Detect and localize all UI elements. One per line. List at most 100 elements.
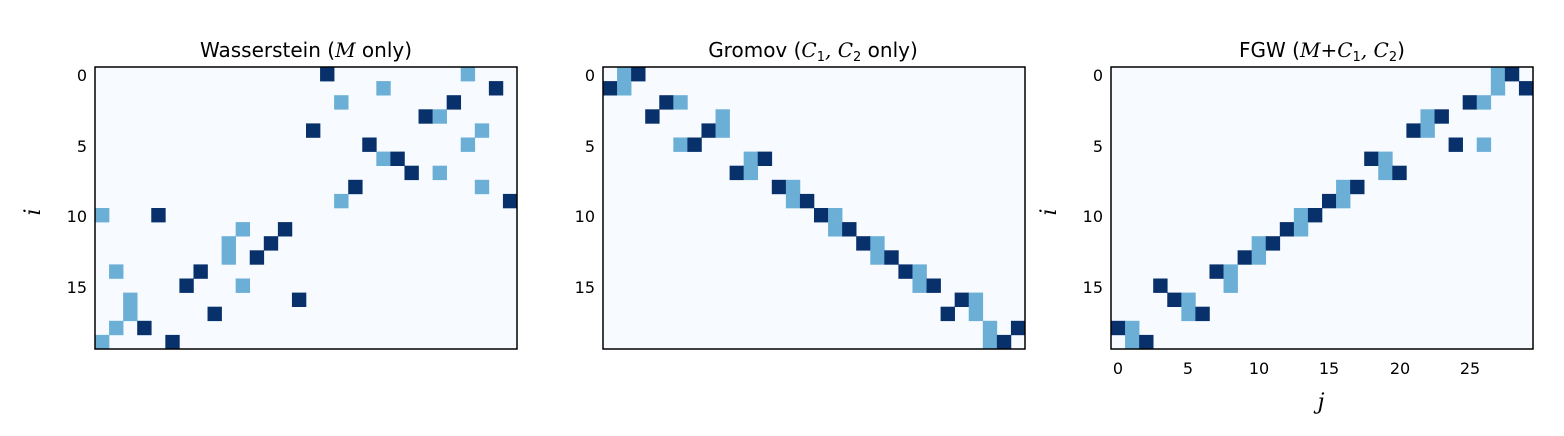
- heatmap-cell: [1223, 278, 1238, 293]
- heatmap-cell: [715, 123, 730, 138]
- heatmap-cell: [221, 236, 236, 251]
- heatmap-cell: [1293, 222, 1309, 237]
- heatmap-cell: [912, 278, 927, 293]
- heatmap-cell: [1279, 222, 1295, 237]
- heatmap-cell: [1406, 123, 1421, 138]
- heatmap-cell: [235, 222, 251, 237]
- heatmap-cell: [1336, 179, 1351, 195]
- heatmap-cell: [1223, 264, 1238, 279]
- heatmap-cell: [376, 81, 391, 96]
- y-ticks: 0 5 10 15: [575, 66, 595, 297]
- heatmap-cell: [95, 208, 110, 223]
- heatmap-cell: [488, 81, 504, 96]
- heatmap-cell: [673, 137, 688, 152]
- y-tick-label: 0: [1093, 66, 1103, 85]
- x-tick-label: 15: [1319, 359, 1339, 378]
- heatmap-cell: [432, 109, 447, 124]
- heatmap-cell: [729, 165, 744, 181]
- heatmap-cell: [1293, 208, 1309, 223]
- heatmap-cell: [926, 278, 941, 293]
- y-tick-label: 5: [77, 137, 87, 156]
- x-tick-label: 20: [1390, 359, 1410, 378]
- y-tick-label: 15: [67, 278, 87, 297]
- y-tick-label: 0: [77, 66, 87, 85]
- x-tick-label: 10: [1249, 359, 1269, 378]
- y-tick-label: 10: [575, 207, 595, 226]
- axes-frame: [94, 66, 518, 350]
- heatmap-cell: [404, 165, 419, 181]
- panel-wasserstein: Wasserstein (M only) 0 5 10 15 i: [21, 38, 518, 350]
- heatmap-cell: [1010, 320, 1026, 336]
- heatmap-cell: [1378, 165, 1393, 181]
- heatmap-cell: [828, 208, 843, 223]
- panel-gromov: Gromov (C1, C2 only) 0 5 10 15: [575, 38, 1026, 350]
- heatmap-cell: [884, 250, 899, 265]
- heatmap-cell: [1336, 193, 1351, 209]
- heatmap-cell: [631, 67, 646, 82]
- heatmap-cell: [1476, 95, 1492, 110]
- heatmap-cell: [95, 334, 110, 350]
- heatmap-cell: [334, 95, 349, 110]
- x-ticks: 0 5 10 15 20 25: [1113, 359, 1480, 378]
- heatmap-cell: [743, 165, 759, 181]
- heatmap-cell: [757, 151, 773, 166]
- heatmap-cell: [418, 109, 433, 124]
- heatmap-cell: [1237, 250, 1252, 265]
- heatmap-cell: [1490, 81, 1506, 96]
- heatmap-cell: [123, 306, 138, 322]
- x-axis-label: j: [1313, 390, 1325, 415]
- heatmap-cell: [954, 292, 970, 307]
- heatmap-cell: [814, 208, 829, 223]
- heatmap-cell: [1490, 67, 1506, 82]
- heatmap-cell: [701, 123, 716, 138]
- heatmap-cell: [137, 320, 152, 336]
- heatmap-cell: [799, 193, 815, 209]
- heatmap-cell: [771, 179, 787, 195]
- heatmap-cell: [912, 264, 927, 279]
- heatmap-cell: [968, 306, 984, 322]
- panel-title: Gromov (C1, C2 only): [708, 38, 918, 65]
- heatmap-cell: [687, 137, 702, 152]
- y-tick-label: 5: [1093, 137, 1103, 156]
- heatmap-cell: [785, 179, 801, 195]
- heatmap-cell: [870, 236, 885, 251]
- axes-frame: [1110, 66, 1534, 350]
- heatmap-cell: [334, 193, 349, 209]
- heatmap-cell: [1153, 278, 1168, 293]
- heatmap-cell: [856, 236, 871, 251]
- heatmap-cell: [1125, 320, 1140, 336]
- heatmap-cell: [1476, 137, 1492, 152]
- heatmap-cell: [1462, 95, 1478, 110]
- y-axis-label: i: [21, 208, 46, 215]
- heatmap-cell: [1195, 306, 1210, 322]
- heatmap-cell: [1167, 292, 1182, 307]
- x-tick-label: 25: [1460, 359, 1480, 378]
- heatmap-cell: [1392, 165, 1407, 181]
- heatmap-cell: [109, 264, 124, 279]
- heatmap-cell: [1251, 236, 1267, 251]
- heatmap-cell: [474, 179, 490, 195]
- heatmap-cell: [165, 334, 180, 350]
- heatmap-cell: [603, 81, 618, 96]
- heatmap-cell: [1350, 179, 1365, 195]
- heatmap-cells: [603, 67, 1026, 350]
- heatmap-cell: [1420, 109, 1435, 124]
- heatmap-cell: [432, 165, 447, 181]
- heatmap-cell: [659, 95, 674, 110]
- heatmap-cell: [320, 67, 335, 82]
- heatmap-cell: [1307, 208, 1323, 223]
- heatmap-cell: [645, 109, 660, 124]
- heatmap-cell: [502, 193, 518, 209]
- heatmap-cell: [376, 151, 391, 166]
- heatmap-cell: [982, 334, 998, 350]
- y-tick-label: 10: [67, 207, 87, 226]
- heatmap-cell: [291, 292, 307, 307]
- y-tick-label: 5: [585, 137, 595, 156]
- heatmap-cell: [743, 151, 759, 166]
- heatmap-cell: [1111, 320, 1126, 336]
- heatmap-cell: [179, 278, 194, 293]
- heatmap-cell: [1518, 81, 1534, 96]
- heatmap-cell: [1139, 334, 1154, 350]
- y-ticks: 0 5 10 15: [67, 66, 87, 297]
- heatmap-cell: [617, 67, 632, 82]
